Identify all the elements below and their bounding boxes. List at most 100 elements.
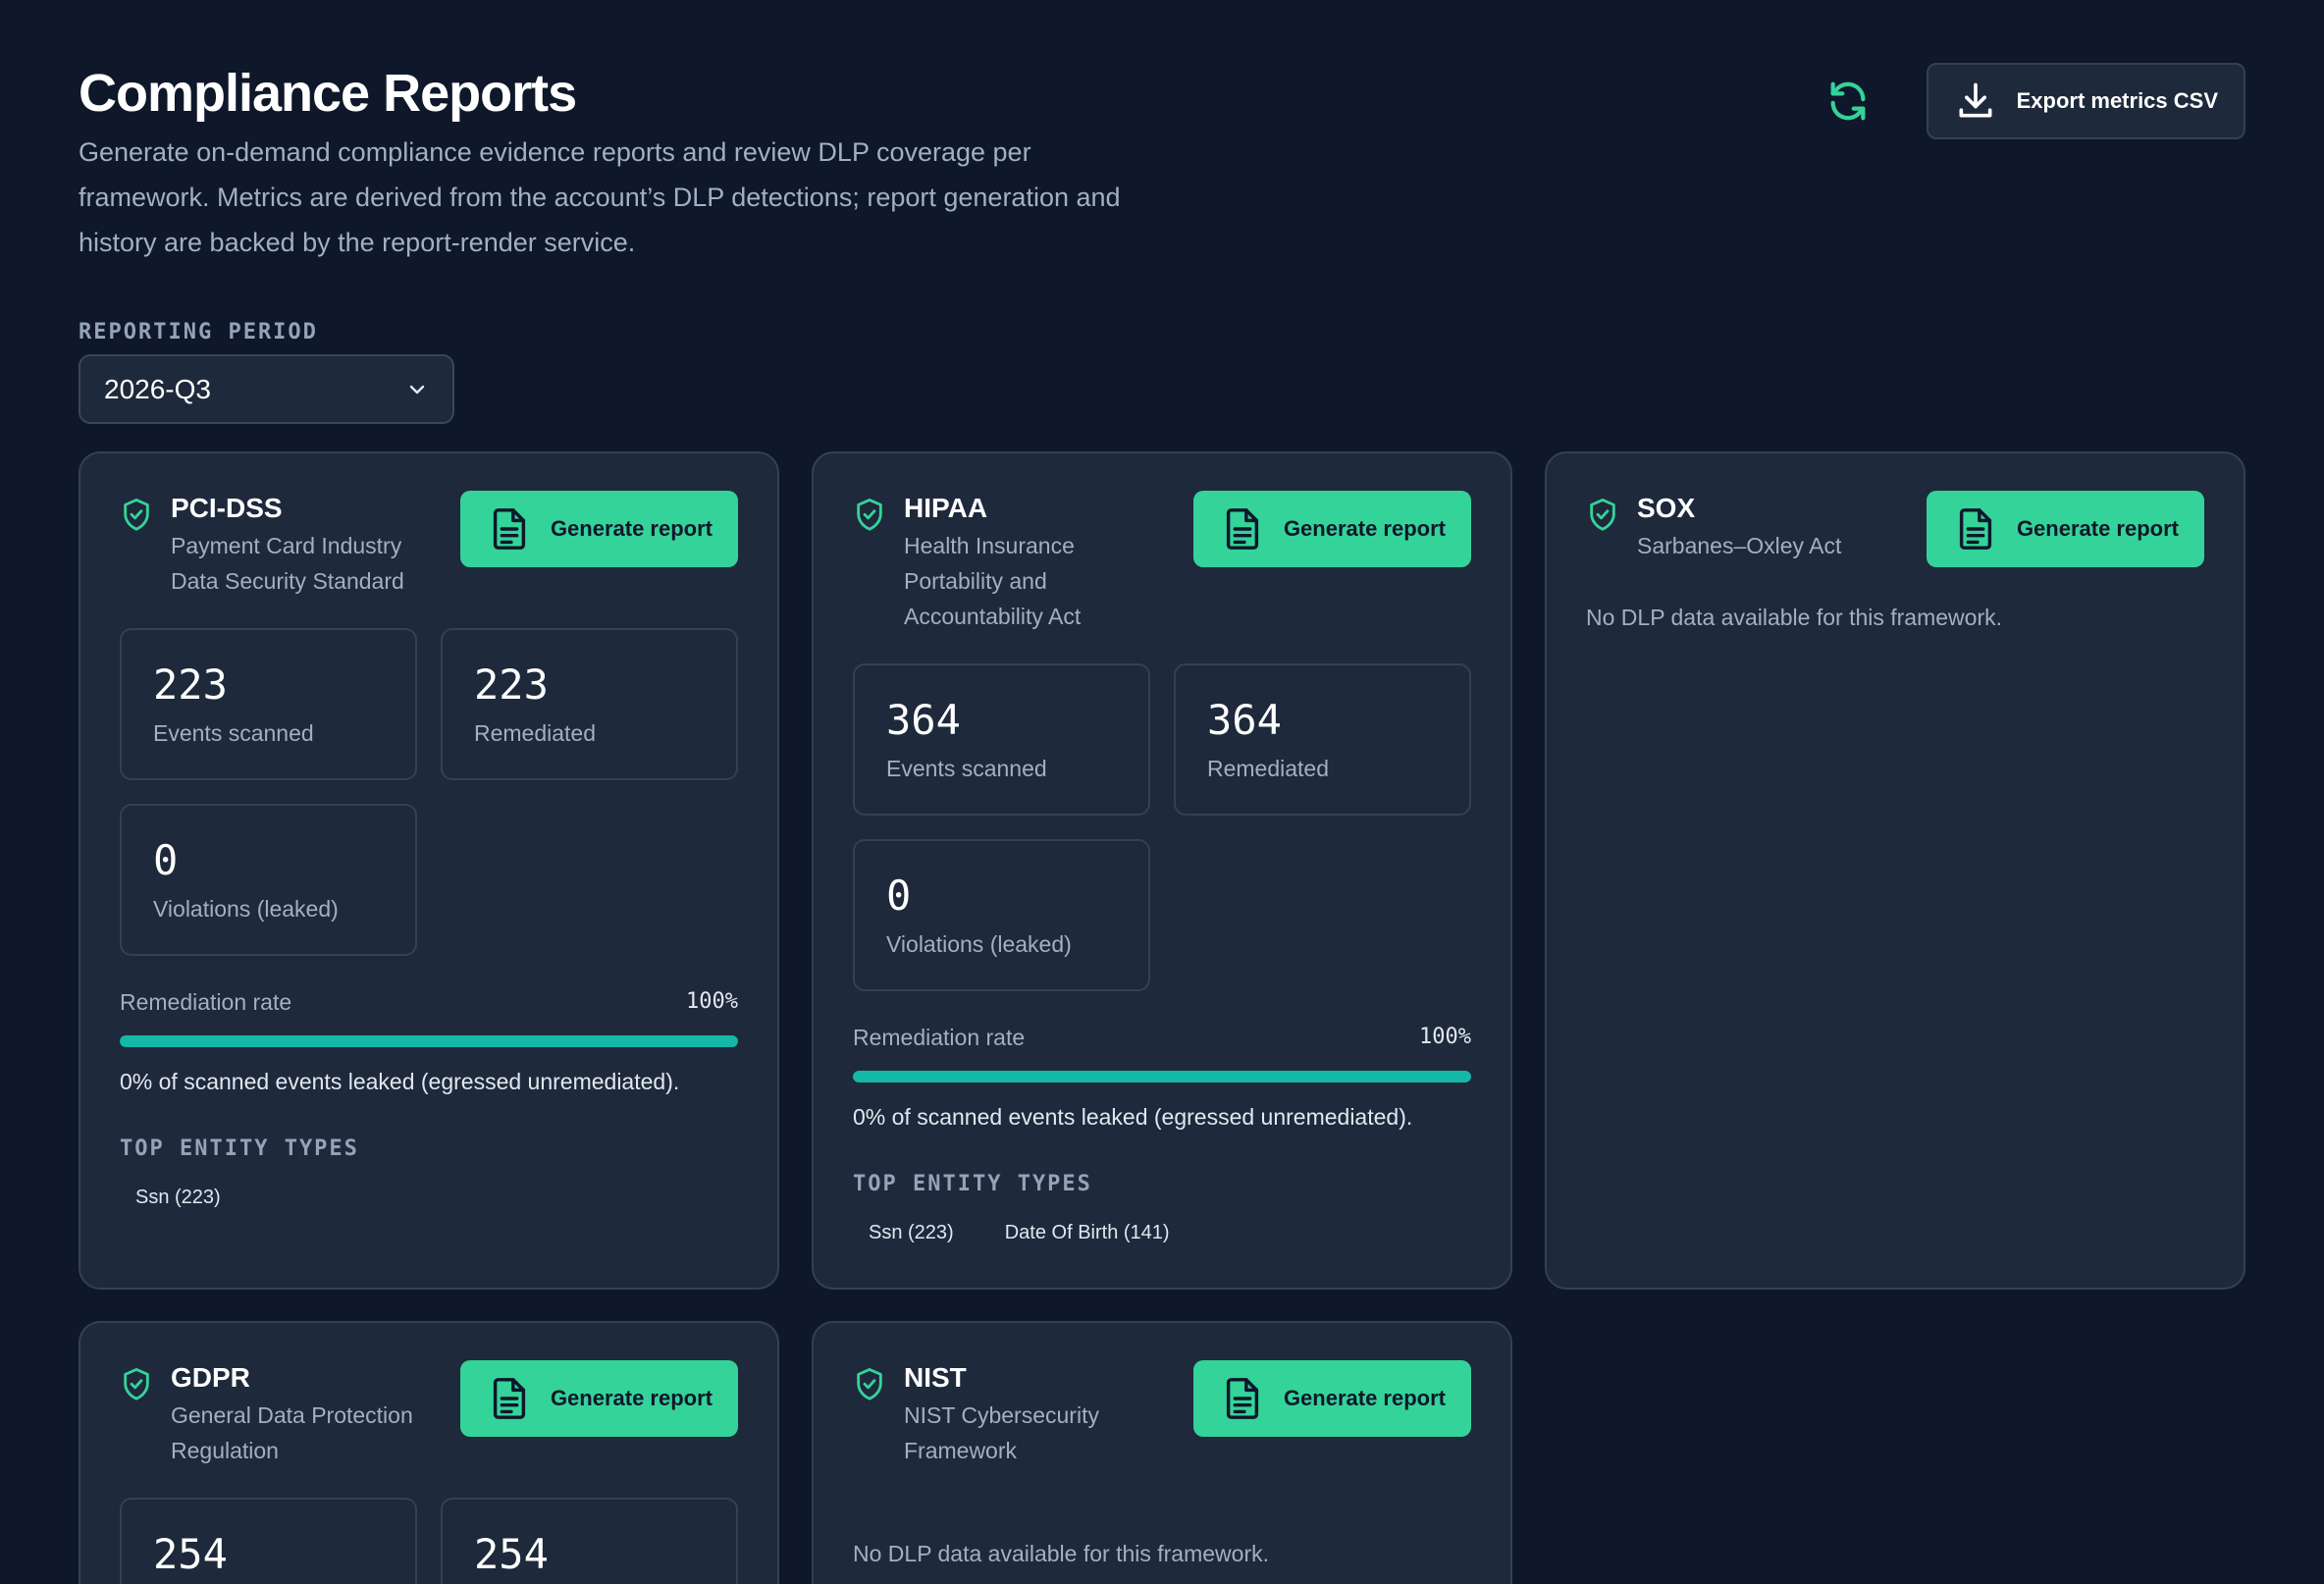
events-scanned-value: 364: [886, 696, 961, 744]
document-icon: [1226, 1378, 1259, 1419]
remediation-rate-row: Remediation rate 100%: [120, 989, 738, 1016]
framework-name: NIST: [904, 1362, 967, 1393]
stat-events-scanned: 254 Events scanned: [120, 1498, 417, 1584]
reporting-period-select[interactable]: 2026-Q3: [79, 354, 454, 424]
header-actions: Export metrics CSV: [1821, 63, 2245, 139]
stat-events-scanned: 223 Events scanned: [120, 628, 417, 780]
stat-violations: 0 Violations (leaked): [120, 804, 417, 956]
refresh-button[interactable]: [1821, 74, 1875, 129]
framework-name: HIPAA: [904, 493, 988, 523]
entity-chips: Ssn (223) Date Of Birth (141): [853, 1214, 1471, 1252]
violations-label: Violations (leaked): [153, 896, 339, 922]
card-identity: PCI-DSS Payment Card Industry Data Secur…: [120, 491, 436, 599]
document-icon: [1226, 508, 1259, 550]
shield-check-icon: [1590, 498, 1615, 531]
card-header: SOX Sarbanes–Oxley Act Generate report: [1586, 491, 2204, 567]
stat-events-scanned: 364 Events scanned: [853, 663, 1150, 816]
generate-report-button[interactable]: Generate report: [459, 491, 738, 567]
top-entity-types-title: TOP ENTITY TYPES: [120, 1136, 359, 1161]
stats-grid: 364 Events scanned 364 Remediated 0 Viol…: [853, 663, 1471, 991]
violations-value: 0: [886, 871, 912, 920]
card-titles: SOX Sarbanes–Oxley Act: [1637, 491, 1902, 563]
card-header: GDPR General Data Protection Regulation …: [120, 1360, 738, 1468]
card-identity: GDPR General Data Protection Regulation: [120, 1360, 436, 1468]
chevron-down-icon: [409, 385, 425, 394]
reporting-period-label: REPORTING PERIOD: [79, 320, 318, 344]
remediated-value: 223: [474, 660, 549, 709]
page-header: Compliance Reports Generate on-demand co…: [79, 61, 2245, 265]
reporting-period: REPORTING PERIOD 2026-Q3: [79, 320, 2245, 424]
remediation-rate-label: Remediation rate: [853, 1025, 1026, 1050]
refresh-icon: [1830, 81, 1866, 121]
generate-report-button[interactable]: Generate report: [1192, 1360, 1471, 1437]
remediation-progress-fill: [853, 1071, 1471, 1082]
shield-check-icon: [124, 1367, 149, 1400]
framework-card-hipaa: HIPAA Health Insurance Portability and A…: [812, 451, 1512, 1290]
entity-chips: Ssn (223): [120, 1179, 738, 1217]
page-title: Compliance Reports: [79, 64, 577, 123]
events-scanned-value: 223: [153, 660, 228, 709]
generate-report-label: Generate report: [1283, 1386, 1446, 1410]
remediation-rate-label: Remediation rate: [120, 989, 292, 1015]
framework-name: GDPR: [171, 1362, 250, 1393]
generate-report-label: Generate report: [2016, 516, 2179, 541]
framework-full-name: NIST Cybersecurity Framework: [904, 1402, 1099, 1463]
remediation-rate-value: 100%: [1419, 1025, 1471, 1049]
remediation-progress-bar: [120, 1035, 738, 1047]
no-data-message: No DLP data available for this framework…: [1586, 605, 2002, 630]
framework-full-name: General Data Protection Regulation: [171, 1402, 413, 1463]
no-data-message: No DLP data available for this framework…: [853, 1541, 1269, 1566]
card-header: PCI-DSS Payment Card Industry Data Secur…: [120, 491, 738, 599]
download-icon: [1959, 82, 1992, 118]
events-scanned-label: Events scanned: [886, 756, 1047, 781]
remediated-label: Remediated: [474, 720, 597, 746]
top-entity-types-title: TOP ENTITY TYPES: [853, 1172, 1092, 1196]
framework-full-name: Sarbanes–Oxley Act: [1637, 533, 1842, 558]
card-identity: NIST NIST Cybersecurity Framework: [853, 1360, 1130, 1468]
entity-chip: Ssn (223): [135, 1187, 221, 1208]
framework-card-sox: SOX Sarbanes–Oxley Act Generate report N…: [1545, 451, 2245, 1290]
framework-card-nist: NIST NIST Cybersecurity Framework Genera…: [812, 1321, 1512, 1584]
card-header: NIST NIST Cybersecurity Framework Genera…: [853, 1360, 1471, 1468]
shield-check-icon: [124, 498, 149, 531]
card-titles: HIPAA Health Insurance Portability and A…: [904, 491, 1120, 634]
export-metrics-button[interactable]: Export metrics CSV: [1926, 63, 2245, 139]
card-header: HIPAA Health Insurance Portability and A…: [853, 491, 1471, 634]
generate-report-button[interactable]: Generate report: [1926, 491, 2204, 567]
stat-violations: 0 Violations (leaked): [853, 839, 1150, 991]
leak-note: 0% of scanned events leaked (egressed un…: [853, 1104, 1413, 1130]
remediated-label: Remediated: [1207, 756, 1330, 781]
stats-grid: 254 Events scanned 254 Remediated: [120, 1498, 738, 1584]
framework-card-gdpr: GDPR General Data Protection Regulation …: [79, 1321, 779, 1584]
export-metrics-label: Export metrics CSV: [2016, 88, 2218, 113]
violations-label: Violations (leaked): [886, 931, 1072, 957]
remediation-rate-row: Remediation rate 100%: [853, 1025, 1471, 1051]
card-titles: PCI-DSS Payment Card Industry Data Secur…: [171, 491, 436, 599]
framework-name: SOX: [1637, 493, 1696, 523]
stats-grid: 223 Events scanned 223 Remediated 0 Viol…: [120, 628, 738, 956]
stat-remediated: 364 Remediated: [1174, 663, 1471, 816]
remediation-progress-bar: [853, 1071, 1471, 1082]
stat-remediated: 254 Remediated: [441, 1498, 738, 1584]
shield-check-icon: [857, 1367, 882, 1400]
generate-report-button[interactable]: Generate report: [1192, 491, 1471, 567]
leak-note: 0% of scanned events leaked (egressed un…: [120, 1069, 680, 1094]
stat-remediated: 223 Remediated: [441, 628, 738, 780]
framework-full-name: Payment Card Industry Data Security Stan…: [171, 533, 404, 594]
remediation-progress-fill: [120, 1035, 738, 1047]
generate-report-button[interactable]: Generate report: [459, 1360, 738, 1437]
reporting-period-value: 2026-Q3: [104, 373, 211, 404]
framework-name: PCI-DSS: [171, 493, 283, 523]
document-icon: [493, 508, 526, 550]
generate-report-label: Generate report: [1283, 516, 1446, 541]
remediated-value: 364: [1207, 696, 1282, 744]
card-titles: NIST NIST Cybersecurity Framework: [904, 1360, 1130, 1468]
header-text: Compliance Reports Generate on-demand co…: [79, 61, 1138, 265]
page-subtitle: Generate on-demand compliance evidence r…: [79, 137, 1121, 257]
shield-check-icon: [857, 498, 882, 531]
remediated-value: 254: [474, 1530, 549, 1578]
entity-chip: Ssn (223): [869, 1222, 954, 1243]
entity-chip: Date Of Birth (141): [1004, 1222, 1170, 1243]
document-icon: [493, 1378, 526, 1419]
